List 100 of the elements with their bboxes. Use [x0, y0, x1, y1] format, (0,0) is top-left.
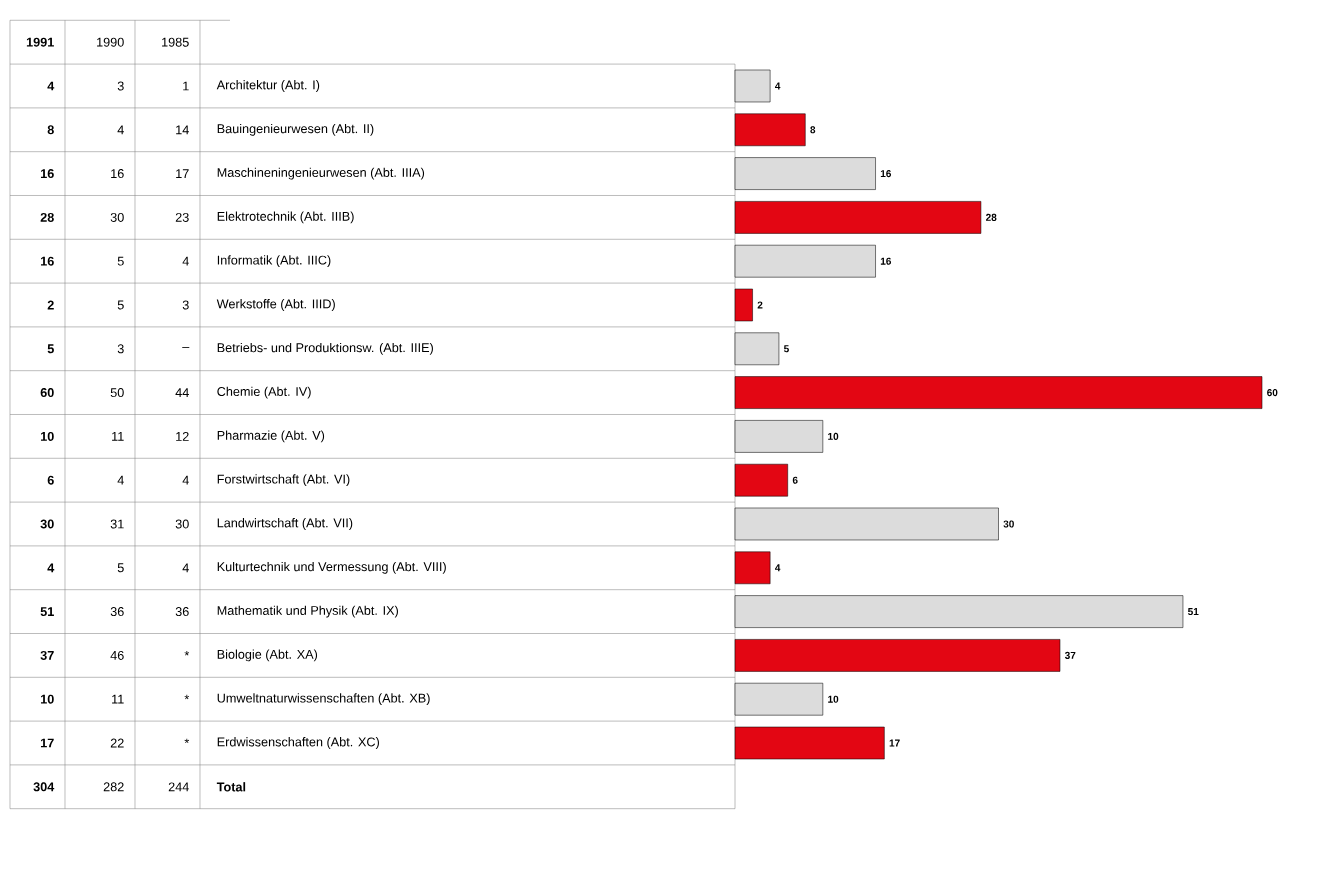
data-label: 17: [40, 738, 54, 748]
y-tick-label: Landwirtschaft (Abt. VII): [217, 518, 353, 530]
text: 1: [183, 81, 189, 91]
y-tick-label: Pharmazie (Abt. V): [217, 430, 325, 443]
text: 1985: [162, 37, 189, 47]
y-tick-label: Maschineningenieurwesen (Abt. IIIA): [217, 167, 425, 180]
text: 50: [110, 388, 124, 398]
data-label: 16: [40, 256, 54, 266]
text: 244: [168, 782, 189, 792]
annotation: 2: [757, 301, 763, 309]
annotation: 10: [828, 432, 839, 440]
annotation: 10: [828, 695, 839, 703]
text: 16: [111, 169, 124, 179]
text: 5: [117, 300, 124, 310]
text: 4: [182, 256, 189, 266]
annotation: 8: [810, 126, 816, 134]
annotation: 17: [889, 739, 900, 747]
y-tick-label: Forstwirtschaft (Abt. VI): [217, 474, 350, 487]
annotation: 51: [1187, 608, 1199, 616]
annotation: 6: [792, 476, 798, 484]
y-tick-label: Betriebs- und Produktionsw. (Abt. IIIE): [217, 342, 433, 355]
annotation: 16: [880, 170, 892, 178]
text: *: [184, 651, 190, 656]
bar: [734, 507, 999, 541]
y-tick-label: Mathematik und Physik (Abt. IX): [217, 605, 398, 618]
y-tick-label: Bauingenieurwesen (Abt. II): [217, 123, 374, 136]
data-label: 16: [40, 169, 54, 179]
annotation: 16: [880, 257, 892, 265]
text: 12: [176, 431, 189, 441]
data-label: 4: [47, 81, 55, 91]
text: 5: [117, 256, 124, 266]
bar: [734, 376, 1263, 409]
data-label: 28: [40, 212, 54, 222]
text: 23: [175, 212, 189, 222]
data-label: 10: [40, 431, 54, 441]
y-tick-label: Kulturtechnik und Vermessung (Abt. VIII): [217, 561, 446, 574]
data-label: 30: [40, 519, 54, 529]
data-label: 60: [40, 388, 54, 398]
y-tick-label: Werkstoffe (Abt. IIID): [216, 299, 335, 311]
text: 5: [117, 563, 124, 573]
text: 11: [112, 432, 124, 441]
bar: [734, 201, 982, 234]
text: 4: [182, 563, 189, 573]
bar: [734, 682, 824, 716]
data-label: 10: [40, 694, 54, 704]
text: *: [184, 738, 190, 744]
text: 304: [33, 782, 55, 792]
text: 3: [117, 344, 124, 354]
text: 14: [176, 125, 189, 135]
y-tick-label: Chemie (Abt. IV): [217, 386, 311, 399]
y-tick-label: Informatik (Abt. IIIC): [217, 255, 331, 268]
text: 36: [175, 607, 189, 617]
data-label: 6: [47, 475, 54, 485]
text: 3: [182, 300, 189, 310]
text: 1990: [97, 37, 124, 47]
annotation: 4: [774, 82, 781, 90]
bar: [734, 639, 1061, 672]
y-tick-label: Elektrotechnik (Abt. IIIB): [217, 211, 354, 224]
bar: [734, 157, 876, 190]
annotation: 37: [1064, 651, 1076, 659]
text: 4: [117, 475, 124, 485]
text: 3: [117, 81, 124, 91]
data-label: 37: [40, 650, 54, 660]
y-tick-label: Umweltnaturwissenschaften (Abt. XB): [217, 693, 430, 706]
text: 22: [110, 738, 124, 748]
text: 30: [110, 212, 124, 222]
data-label: 51: [40, 607, 54, 617]
text: 11: [112, 694, 124, 704]
y-tick-label: Architektur (Abt. I): [216, 80, 320, 92]
text: 30: [175, 519, 189, 529]
bar: [734, 726, 885, 760]
annotation: 30: [1003, 520, 1014, 528]
text: 282: [103, 782, 124, 792]
bar: [734, 420, 824, 453]
bar: [734, 551, 771, 585]
text: 4: [182, 475, 189, 485]
data-label: 5: [47, 344, 54, 354]
y-tick-label: Biologie (Abt. XA): [217, 649, 318, 662]
text: 46: [110, 650, 124, 660]
text: 36: [110, 607, 124, 617]
data-label: 2: [47, 300, 54, 310]
bar: [734, 463, 788, 497]
annotation: 5: [783, 345, 789, 353]
annotation: 28: [986, 213, 997, 221]
text: *: [184, 694, 190, 700]
text: 44: [175, 388, 189, 397]
bar: [734, 244, 876, 278]
text: 4: [117, 125, 124, 135]
text: 17: [176, 169, 189, 178]
data-label: 8: [47, 125, 54, 135]
text: 60: [1267, 389, 1278, 397]
bar: [734, 69, 771, 103]
bar: [734, 113, 806, 147]
text: Total: [216, 782, 246, 792]
data-label: 4: [47, 563, 55, 573]
y-tick-label: Erdwissenschaften (Abt. XC): [217, 737, 379, 749]
bar: [734, 288, 753, 322]
bar: [734, 332, 780, 366]
text: 31: [110, 519, 124, 529]
bar: [734, 595, 1184, 628]
